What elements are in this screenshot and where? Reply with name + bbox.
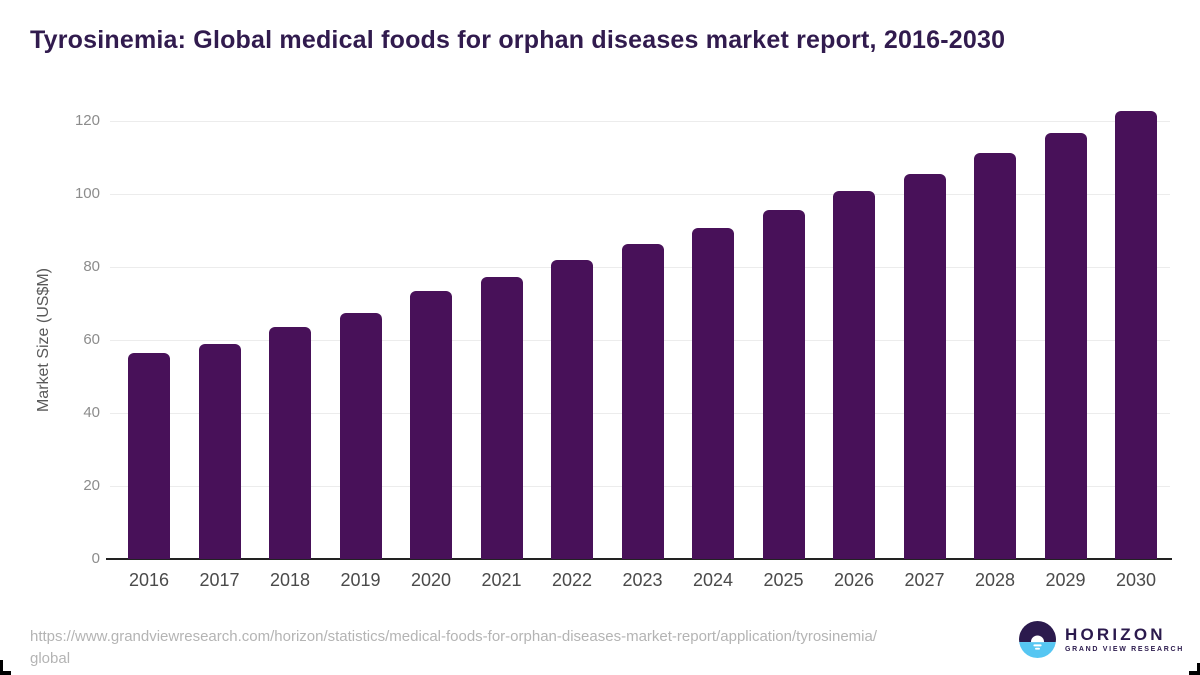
bar-2028 <box>974 153 1016 559</box>
horizon-logo-text: HORIZON GRAND VIEW RESEARCH <box>1065 625 1184 654</box>
bar-2030 <box>1115 111 1157 559</box>
x-tick-label-2030: 2030 <box>1115 570 1157 590</box>
x-tick-label-2019: 2019 <box>340 570 381 590</box>
bar-2027 <box>903 173 946 559</box>
bar-2018 <box>269 326 311 559</box>
x-tick-label-2020: 2020 <box>410 570 452 590</box>
y-tick-label-40: 40 <box>83 404 100 421</box>
source-url: https://www.grandviewresearch.com/horizo… <box>30 626 980 670</box>
horizon-logo: HORIZON GRAND VIEW RESEARCH <box>1019 621 1184 658</box>
bar-2025 <box>762 210 805 559</box>
x-tick-label-2024: 2024 <box>692 570 734 590</box>
x-tick-label-2025: 2025 <box>763 570 804 590</box>
x-tick-label-2017: 2017 <box>199 570 240 590</box>
bar-2026 <box>833 191 875 559</box>
x-tick-label-2029: 2029 <box>1045 570 1086 590</box>
x-axis-line <box>106 558 1172 560</box>
source-url-line2: global <box>30 650 71 667</box>
page-title: Tyrosinemia: Global medical foods for or… <box>30 26 1006 54</box>
bar-2021 <box>480 276 523 559</box>
y-tick-label-0: 0 <box>91 550 100 567</box>
x-tick-label-2022: 2022 <box>551 570 593 590</box>
bar-2024 <box>692 227 734 559</box>
x-tick-label-2016: 2016 <box>128 570 170 590</box>
x-tick-label-2028: 2028 <box>974 570 1016 590</box>
bar-2023 <box>621 244 664 559</box>
source-url-line1: https://www.grandviewresearch.com/horizo… <box>30 628 878 645</box>
y-tick-label-80: 80 <box>83 258 100 275</box>
bar-2020 <box>410 291 452 559</box>
horizon-brand-name: HORIZON <box>1065 625 1166 644</box>
x-tick-label-2026: 2026 <box>833 570 875 590</box>
plot-area <box>106 111 1172 560</box>
bar-2029 <box>1044 133 1087 559</box>
bar-2016 <box>128 353 170 559</box>
gridline-100 <box>110 194 1170 195</box>
y-tick-label-60: 60 <box>83 331 100 348</box>
y-tick-label-120: 120 <box>74 112 100 129</box>
y-tick-label-20: 20 <box>83 477 100 494</box>
gridline-120 <box>110 121 1170 122</box>
x-tick-label-2027: 2027 <box>904 570 945 590</box>
x-tick-label-2023: 2023 <box>622 570 663 590</box>
crop-mark-bottom-right <box>1189 663 1200 675</box>
bar-2019 <box>339 313 382 559</box>
y-tick-label-100: 100 <box>74 185 100 202</box>
crop-mark-bottom-left <box>0 660 11 675</box>
bar-2017 <box>198 344 241 559</box>
horizon-brand-subtitle: GRAND VIEW RESEARCH <box>1065 646 1185 653</box>
x-tick-label-2018: 2018 <box>269 570 311 590</box>
bar-2022 <box>551 260 593 559</box>
x-tick-label-2021: 2021 <box>481 570 522 590</box>
horizon-logo-icon <box>1019 621 1056 658</box>
